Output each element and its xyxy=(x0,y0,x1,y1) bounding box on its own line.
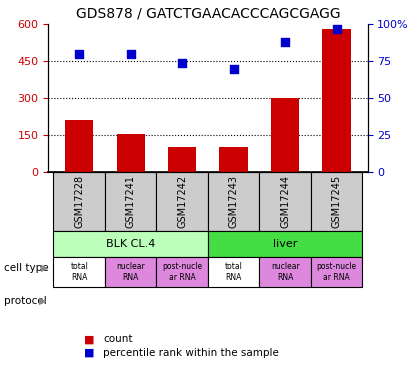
Bar xyxy=(168,147,196,172)
Bar xyxy=(105,172,156,231)
Text: GSM17228: GSM17228 xyxy=(74,175,84,228)
Point xyxy=(230,66,237,72)
Text: GSM17245: GSM17245 xyxy=(332,175,341,228)
Text: total
RNA: total RNA xyxy=(70,262,88,282)
Text: ■: ■ xyxy=(84,334,94,344)
Bar xyxy=(156,257,208,287)
Bar xyxy=(271,98,299,172)
Text: post-nucle
ar RNA: post-nucle ar RNA xyxy=(162,262,202,282)
Text: cell type: cell type xyxy=(4,263,49,273)
Bar xyxy=(208,257,260,287)
Text: GSM17243: GSM17243 xyxy=(228,175,239,228)
Bar xyxy=(220,147,248,172)
Text: GSM17242: GSM17242 xyxy=(177,175,187,228)
Bar xyxy=(208,231,362,257)
Text: GSM17244: GSM17244 xyxy=(280,175,290,228)
Title: GDS878 / GATCTGAACACCCAGCGAGG: GDS878 / GATCTGAACACCCAGCGAGG xyxy=(76,6,340,20)
Bar xyxy=(260,257,311,287)
Bar xyxy=(65,120,93,172)
Point xyxy=(76,51,83,57)
Bar xyxy=(53,231,208,257)
Bar xyxy=(311,172,362,231)
Bar xyxy=(116,134,145,172)
Bar xyxy=(323,29,351,172)
Bar xyxy=(208,172,260,231)
Text: protocol: protocol xyxy=(4,296,47,306)
Bar xyxy=(156,172,208,231)
Text: total
RNA: total RNA xyxy=(225,262,243,282)
Text: liver: liver xyxy=(273,239,297,249)
Point xyxy=(127,51,134,57)
Bar xyxy=(53,172,105,231)
Point xyxy=(333,26,340,32)
Bar xyxy=(311,257,362,287)
Bar xyxy=(53,257,105,287)
Text: ▶: ▶ xyxy=(41,263,49,273)
Text: BLK CL.4: BLK CL.4 xyxy=(106,239,155,249)
Text: ■: ■ xyxy=(84,348,94,357)
Text: nuclear
RNA: nuclear RNA xyxy=(271,262,299,282)
Text: count: count xyxy=(103,334,132,344)
Text: percentile rank within the sample: percentile rank within the sample xyxy=(103,348,279,357)
Point xyxy=(282,39,289,45)
Text: GSM17241: GSM17241 xyxy=(126,175,136,228)
Text: nuclear
RNA: nuclear RNA xyxy=(116,262,145,282)
Bar xyxy=(260,172,311,231)
Bar xyxy=(105,257,156,287)
Text: post-nucle
ar RNA: post-nucle ar RNA xyxy=(317,262,357,282)
Point xyxy=(179,60,186,66)
Text: ▶: ▶ xyxy=(39,296,46,306)
